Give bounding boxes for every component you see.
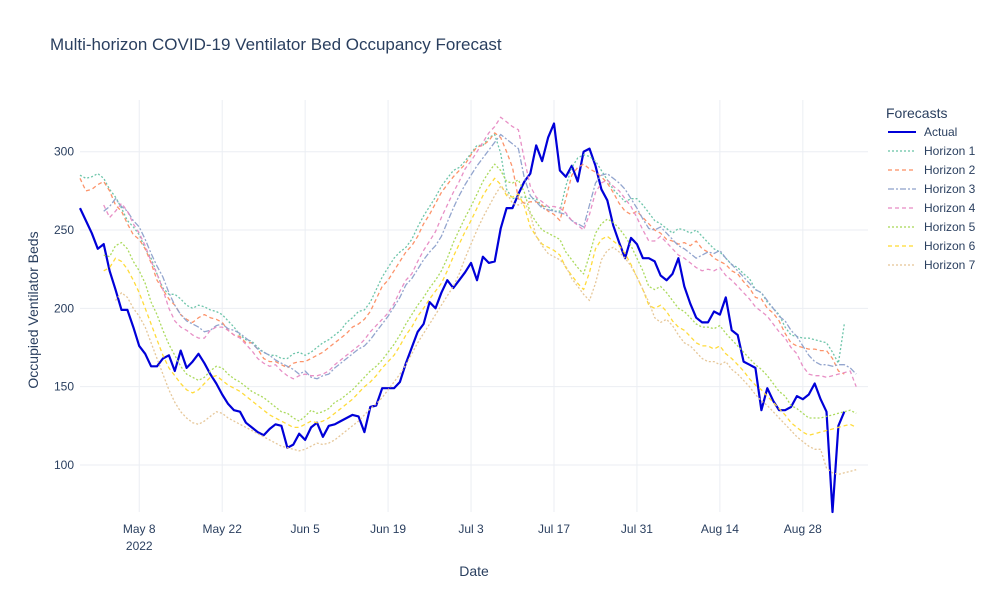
x-tick-label: May 22 [203,522,243,536]
axis-ticks: 100 150 200 250 300 May 8 2022 May 22 Jun 5 Jun 1… [54,145,822,553]
y-axis-title: Occupied Ventilator Beds [25,231,41,388]
legend-label-horizon-3: Horizon 3 [924,182,976,196]
series-line-horizon-3 [103,133,857,380]
series-line-horizon-6 [103,177,857,436]
legend-label-horizon-2: Horizon 2 [924,163,976,177]
legend-label-horizon-4: Horizon 4 [924,201,976,215]
legend-label-horizon-1: Horizon 1 [924,144,976,158]
x-tick-label: Jul 31 [621,522,653,536]
series-line-horizon-1 [79,133,845,364]
legend-label-actual: Actual [924,125,957,139]
x-tick-label: Aug 14 [701,522,739,536]
x-tick-label: Jul 3 [458,522,484,536]
x-tick-label: Aug 28 [784,522,822,536]
series-line-horizon-7 [114,185,857,476]
y-tick-label: 300 [54,145,74,159]
chart-title: Multi-horizon COVID-19 Ventilator Bed Oc… [50,35,502,54]
y-tick-label: 150 [54,380,74,394]
x-tick-label: Jun 19 [370,522,406,536]
series-line-actual [79,122,846,514]
legend-label-horizon-6: Horizon 6 [924,239,976,253]
series-line-horizon-4 [103,116,857,387]
y-tick-label: 250 [54,223,74,237]
x-tick-label: May 8 [123,522,156,536]
legend-label-horizon-7: Horizon 7 [924,258,976,272]
legend: Forecasts Actual Horizon 1 Horizon 2 Horizo… [886,105,976,272]
legend-title: Forecasts [886,105,947,121]
series-lines [79,116,857,514]
x-tick-year-label: 2022 [126,539,153,553]
x-tick-label: Jul 17 [538,522,570,536]
legend-label-horizon-5: Horizon 5 [924,220,976,234]
y-tick-label: 100 [54,458,74,472]
series-line-horizon-5 [103,163,857,422]
y-tick-label: 200 [54,301,74,315]
series-line-horizon-2 [79,132,845,375]
x-axis-title: Date [459,563,489,579]
x-tick-label: Jun 5 [290,522,320,536]
